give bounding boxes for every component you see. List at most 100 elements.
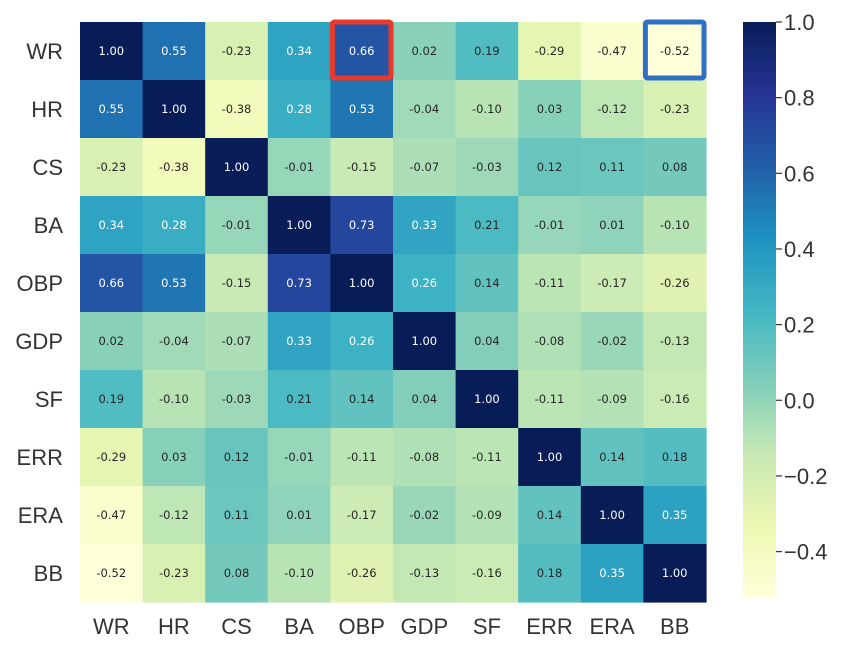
heatmap-cell bbox=[580, 370, 644, 429]
heatmap-cell bbox=[393, 312, 457, 371]
heatmap-cell bbox=[393, 254, 457, 313]
cell-value-label: 0.53 bbox=[349, 102, 375, 116]
cell-value-label: 1.00 bbox=[98, 44, 124, 58]
heatmap-cell bbox=[393, 80, 457, 139]
heatmap-cell bbox=[267, 22, 331, 81]
heatmap-cell bbox=[330, 22, 394, 81]
heatmap-cell bbox=[142, 254, 206, 313]
cell-value-label: -0.29 bbox=[535, 44, 565, 58]
row-tick-label: GDP bbox=[15, 329, 63, 354]
cell-value-label: -0.02 bbox=[597, 334, 627, 348]
cell-value-label: -0.07 bbox=[222, 334, 252, 348]
cell-value-label: 0.73 bbox=[349, 218, 375, 232]
heatmap-cell bbox=[330, 312, 394, 371]
cell-value-label: 0.33 bbox=[411, 218, 437, 232]
cell-value-label: -0.04 bbox=[409, 102, 439, 116]
row-tick-label: ERR bbox=[17, 445, 63, 470]
heatmap-cell bbox=[518, 544, 582, 603]
cell-value-label: 0.19 bbox=[98, 392, 124, 406]
cell-value-label: 1.00 bbox=[662, 566, 688, 580]
heatmap-cell bbox=[643, 80, 707, 139]
column-tick-label: GDP bbox=[400, 614, 448, 639]
cell-value-label: 0.12 bbox=[224, 450, 250, 464]
heatmap-cell bbox=[267, 196, 331, 255]
cell-value-label: 1.00 bbox=[411, 334, 437, 348]
cell-value-label: 0.02 bbox=[98, 334, 124, 348]
heatmap-cell bbox=[330, 544, 394, 603]
heatmap-cell bbox=[330, 428, 394, 487]
cell-value-label: 0.26 bbox=[411, 276, 437, 290]
column-tick-label: BA bbox=[284, 614, 314, 639]
cell-value-label: -0.17 bbox=[347, 508, 377, 522]
heatmap-cell bbox=[205, 196, 269, 255]
heatmap-cell bbox=[205, 486, 269, 545]
heatmap-cell bbox=[518, 312, 582, 371]
cell-value-label: 0.35 bbox=[662, 508, 688, 522]
cell-value-label: -0.01 bbox=[222, 218, 252, 232]
cell-value-label: -0.07 bbox=[409, 160, 439, 174]
cell-value-label: 0.11 bbox=[599, 160, 625, 174]
cell-value-label: 0.35 bbox=[599, 566, 625, 580]
cell-value-label: 0.04 bbox=[474, 334, 500, 348]
cell-value-label: 0.11 bbox=[224, 508, 250, 522]
cell-value-label: -0.52 bbox=[96, 566, 126, 580]
column-tick-label: WR bbox=[93, 614, 130, 639]
heatmap-cell bbox=[80, 254, 144, 313]
cell-value-label: 0.34 bbox=[286, 44, 312, 58]
heatmap-cell bbox=[393, 22, 457, 81]
cell-value-label: 1.00 bbox=[161, 102, 187, 116]
heatmap-cell bbox=[142, 544, 206, 603]
heatmap-cell bbox=[142, 196, 206, 255]
heatmap-cell bbox=[455, 370, 519, 429]
heatmap-cell bbox=[518, 196, 582, 255]
cell-value-label: -0.29 bbox=[96, 450, 126, 464]
cell-value-label: -0.47 bbox=[96, 508, 126, 522]
column-tick-label: ERR bbox=[526, 614, 572, 639]
cell-value-label: 0.14 bbox=[537, 508, 563, 522]
cell-value-label: 0.02 bbox=[411, 44, 437, 58]
heatmap-cell bbox=[80, 312, 144, 371]
colorbar-tick-label: 0.0 bbox=[784, 388, 815, 413]
heatmap-cell bbox=[267, 80, 331, 139]
heatmap-cell bbox=[643, 486, 707, 545]
heatmap-cell bbox=[267, 486, 331, 545]
heatmap-cell bbox=[205, 22, 269, 81]
heatmap-cell bbox=[580, 486, 644, 545]
cell-value-label: -0.10 bbox=[159, 392, 189, 406]
heatmap-cell bbox=[80, 544, 144, 603]
cell-value-label: -0.01 bbox=[284, 160, 314, 174]
cell-value-label: 1.00 bbox=[224, 160, 250, 174]
cell-value-label: -0.38 bbox=[159, 160, 189, 174]
heatmap-cell-labels: 1.00 0.55 -0.23 0.34 0.66 0.02 0.19 -0.29 -0.47 -… bbox=[96, 44, 689, 580]
heatmap-cell bbox=[330, 80, 394, 139]
cell-value-label: 0.21 bbox=[474, 218, 500, 232]
cell-value-label: 0.66 bbox=[98, 276, 124, 290]
cell-value-label: 0.14 bbox=[599, 450, 625, 464]
heatmap-cell bbox=[580, 544, 644, 603]
cell-value-label: -0.16 bbox=[472, 566, 502, 580]
heatmap-cell bbox=[393, 370, 457, 429]
cell-value-label: -0.08 bbox=[535, 334, 565, 348]
heatmap-cell bbox=[142, 22, 206, 81]
row-tick-label: BB bbox=[34, 561, 63, 586]
cell-value-label: -0.10 bbox=[472, 102, 502, 116]
cell-value-label: 0.12 bbox=[537, 160, 563, 174]
heatmap-cell bbox=[455, 428, 519, 487]
highlight-boxes bbox=[329, 19, 707, 81]
heatmap-cell bbox=[80, 80, 144, 139]
row-tick-label: ERA bbox=[18, 503, 64, 528]
heatmap-cell bbox=[643, 312, 707, 371]
heatmap-cell bbox=[80, 138, 144, 197]
row-tick-label: WR bbox=[26, 39, 63, 64]
heatmap-cell bbox=[455, 22, 519, 81]
column-tick-label: SF bbox=[473, 614, 501, 639]
cell-value-label: -0.09 bbox=[597, 392, 627, 406]
cell-value-label: 0.28 bbox=[286, 102, 312, 116]
cell-value-label: 0.55 bbox=[161, 44, 187, 58]
heatmap-cell bbox=[205, 428, 269, 487]
heatmap-cell bbox=[455, 196, 519, 255]
cell-value-label: -0.10 bbox=[284, 566, 314, 580]
colorbar-ticks: 1.0 0.8 0.6 0.4 0.2 0.0 −0.2 −0.4 bbox=[776, 10, 827, 565]
heatmap-cell bbox=[643, 22, 707, 81]
cell-value-label: 0.03 bbox=[537, 102, 563, 116]
